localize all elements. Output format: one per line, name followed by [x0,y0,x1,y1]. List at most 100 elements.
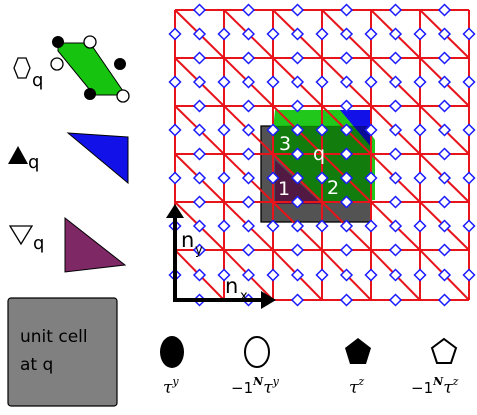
lattice-site-marker [217,27,231,41]
lattice-site-marker [266,27,280,41]
lattice-site-marker [413,123,427,137]
lattice-site-marker [339,51,354,65]
lattice-site-marker [290,243,305,257]
lattice-site-marker [437,51,452,65]
up-triangle-symbol-icon [8,146,28,164]
lattice-site-marker [413,171,427,185]
open-circle-icon [116,89,130,103]
lattice-site-marker [437,27,452,41]
site-label-1: 1 [278,178,290,200]
lattice-site-marker [364,123,378,137]
site-label-2: 2 [327,177,339,199]
up-triangle-legend-label: q [28,152,39,173]
lattice-site-marker [217,219,231,233]
lattice-site-marker [413,268,427,282]
lattice-site-marker [192,75,207,89]
lattice-site-marker [168,27,182,41]
lattice-site-marker [315,219,329,233]
highlight-up-triangle [340,110,372,148]
lattice-site-marker [192,243,207,257]
unit-cell-dark-overlay [261,126,371,222]
lattice-site-marker [388,3,403,17]
lattice-site-marker [364,219,378,233]
lattice-site-marker [388,268,403,282]
lattice-site-marker [241,268,256,282]
lattice-site-marker [315,123,329,137]
lattice-site-marker [437,195,452,209]
hexagon-outline-icon [13,57,31,79]
lattice-site-marker [168,171,182,185]
lattice-site-marker [241,3,256,17]
unit-cell-label-line2: at q [20,355,53,375]
lattice-site-marker [217,123,231,137]
open-circle-icon [50,57,64,71]
lattice-site-marker [437,99,452,113]
lattice-site-marker [437,243,452,257]
bottom-legend: τy −1Nτy τz −1Nτz [160,336,459,398]
lattice-site-marker [462,123,476,137]
x-axis-label: n [225,274,238,298]
hexagon-legend-label: q [32,70,43,91]
lattice-site-marker [217,75,231,89]
up-triangle-plaquette-shape [66,132,129,185]
lattice-site-marker [315,75,329,89]
lattice-site-marker [437,75,452,89]
lattice-site-marker [192,219,207,233]
open-pentagon-icon [430,337,458,364]
lattice-site-marker [462,171,476,185]
lattice-site-marker [388,147,403,161]
lattice-site-marker [192,99,207,113]
lattice-site-marker [290,195,305,209]
lattice-site-marker [388,195,403,209]
filled-circle-icon [160,336,184,368]
lattice-site-marker [364,171,378,185]
lattice-site-marker [266,219,280,233]
up-triangle-legend: q [8,132,129,185]
site-label-3: 3 [279,133,291,155]
lattice-site-marker [388,99,403,113]
lattice-site-marker [339,147,354,161]
lattice-site-marker [339,171,354,185]
hexagon-legend: q [13,35,130,103]
lattice-site-marker [339,75,354,89]
hexagon-plaquette-shape [57,42,124,96]
down-triangle-legend-label: q [33,233,44,254]
neg-tau-z-label: −1Nτz [411,375,459,398]
filled-circle-icon [84,88,96,100]
lattice-site-marker [290,268,305,282]
lattice-site-marker [315,268,329,282]
lattice-site-marker [388,171,403,185]
plaquette-q-label: q [313,143,325,165]
lattice-site-marker [462,27,476,41]
unit-cell-label-line1: unit cell [20,327,88,347]
lattice-site-marker [437,171,452,185]
x-axis-arrowhead-icon [261,291,276,309]
lattice-site-marker [315,27,329,41]
lattice-site-marker [339,243,354,257]
lattice-site-marker [339,219,354,233]
lattice-site-marker [290,293,305,307]
lattice-site-marker [388,293,403,307]
lattice-site-marker [339,99,354,113]
lattice-site-marker [290,3,305,17]
lattice-site-marker [290,171,305,185]
lattice-site-marker [241,195,256,209]
lattice-site-marker [364,27,378,41]
tau-y-label: τy [163,375,179,398]
lattice-site-marker [413,75,427,89]
lattice-site-marker [462,219,476,233]
lattice-axes: n y n x [166,204,276,309]
lattice-site-marker [339,195,354,209]
lattice-site-marker [388,27,403,41]
filled-circle-icon [52,36,64,48]
lattice-site-marker [388,219,403,233]
lattice-site-marker [192,27,207,41]
lattice-site-marker [462,268,476,282]
lattice-site-marker [241,243,256,257]
lattice-site-marker [290,147,305,161]
lattice-site-marker [290,123,305,137]
lattice-site-marker [462,75,476,89]
lattice-site-marker [339,123,354,137]
lattice-site-marker [437,268,452,282]
down-triangle-plaquette-shape [64,216,127,273]
